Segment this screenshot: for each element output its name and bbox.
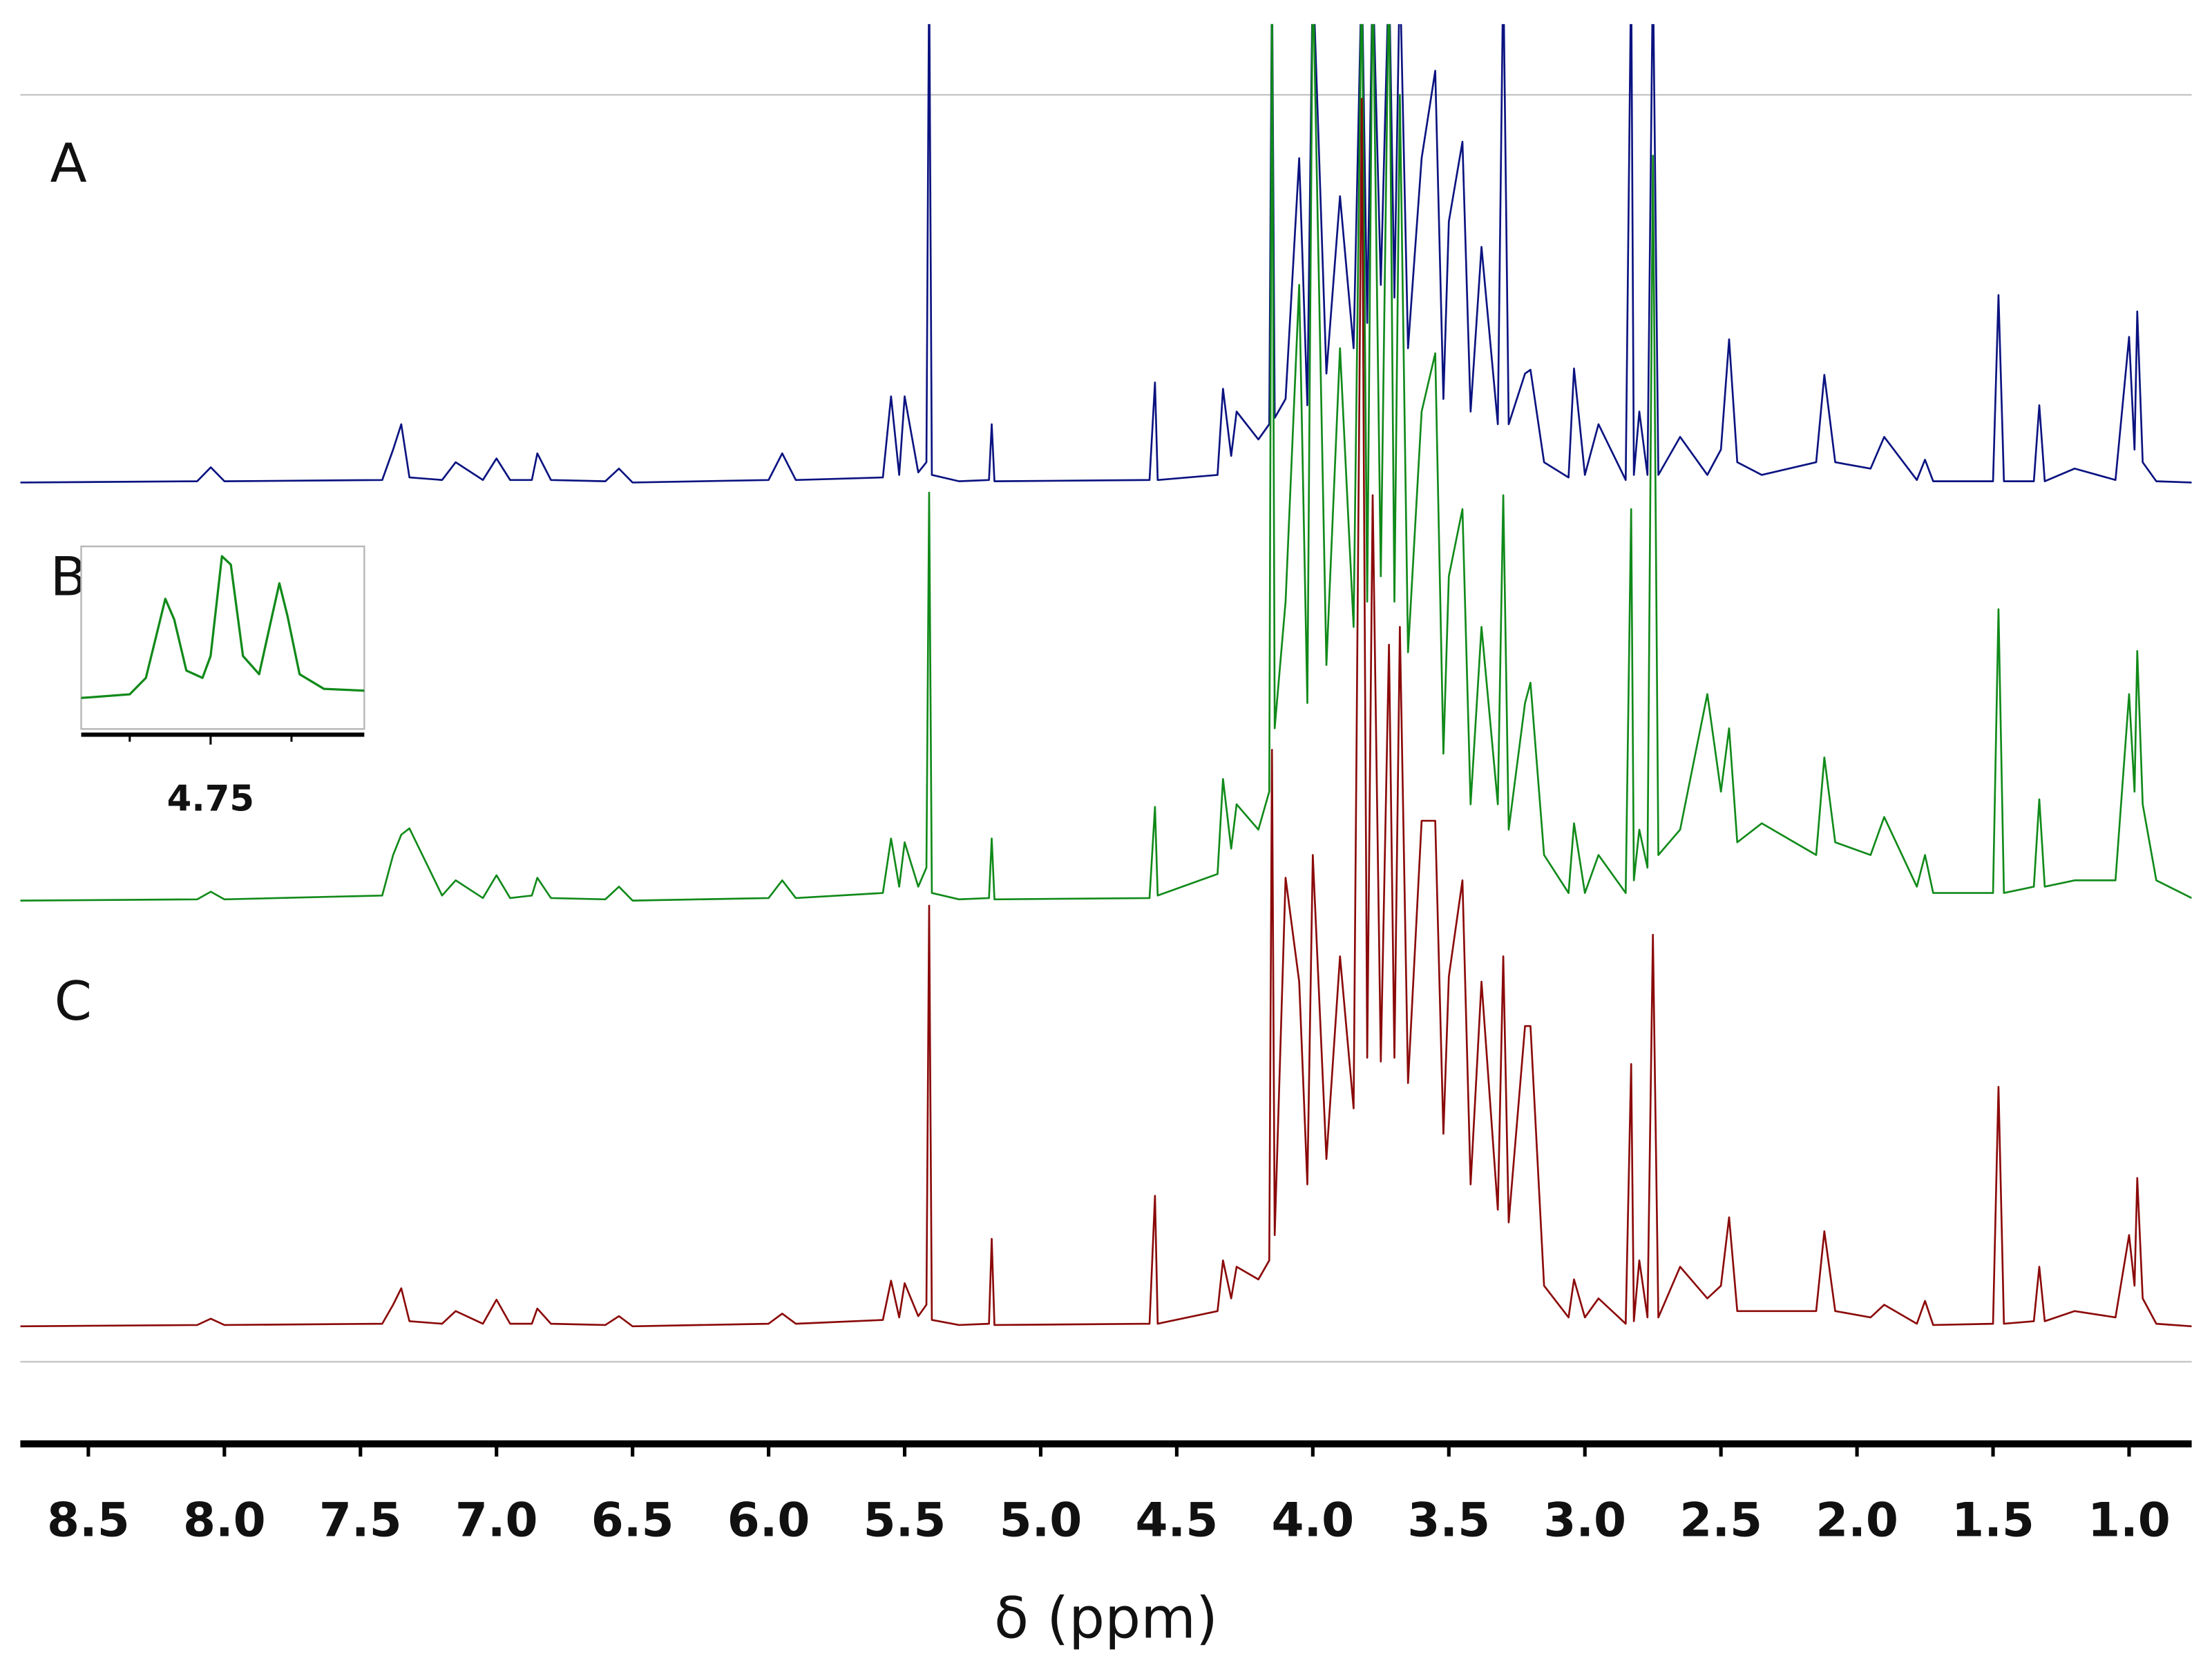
spectrum-line	[20, 23, 2192, 902]
x-tick-label: 7.5	[319, 1492, 402, 1547]
x-tick-label: 8.5	[47, 1492, 130, 1547]
x-tick-label: 8.0	[183, 1492, 266, 1547]
x-tick-label: 4.5	[1136, 1492, 1219, 1547]
spectrum-line	[20, 23, 2192, 484]
frame	[20, 94, 2192, 1363]
x-tick-label: 5.5	[864, 1492, 946, 1547]
x-tick-label: 5.0	[1000, 1492, 1083, 1547]
x-tick-label: 2.0	[1815, 1492, 1898, 1547]
x-axis-title: δ (ppm)	[994, 1586, 1218, 1652]
x-tick-label: 6.0	[727, 1492, 810, 1547]
x-tick-label: 3.5	[1407, 1492, 1490, 1547]
series-label: C	[55, 971, 92, 1033]
spectrum-line	[81, 555, 365, 699]
inset-tick-label: 4.75	[167, 779, 254, 820]
x-tick-label: 1.0	[2088, 1492, 2171, 1547]
x-tick-label: 1.5	[1952, 1492, 2034, 1547]
plot-area	[20, 23, 2192, 1328]
spectrum-line	[20, 97, 2192, 1328]
inset: 4.75	[80, 545, 365, 820]
x-axis: 8.5 8.0 7.5 7.0 6.5 6.0 5.5 5.0 4.5 4.0 3.5 3.0 2.5 2…	[20, 1440, 2192, 1547]
x-tick-label: 3.0	[1543, 1492, 1626, 1547]
x-tick-label: 7.0	[455, 1492, 538, 1547]
x-tick-label: 6.5	[591, 1492, 674, 1547]
series-label: A	[50, 133, 86, 195]
x-tick-label: 4.0	[1271, 1492, 1354, 1547]
x-tick-label: 2.5	[1679, 1492, 1762, 1547]
inset-frame	[80, 545, 365, 730]
